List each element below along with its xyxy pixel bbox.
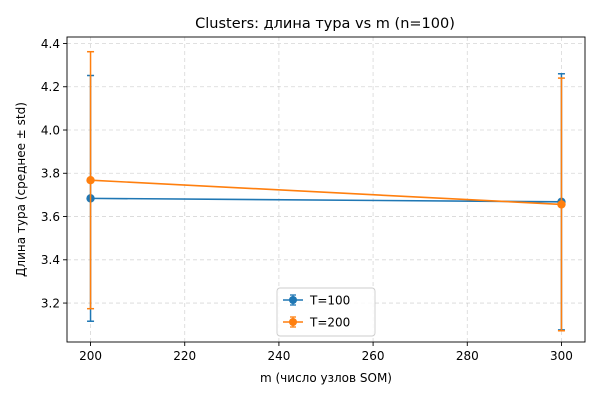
x-tick-label: 260: [362, 349, 385, 363]
x-tick-label: 220: [173, 349, 196, 363]
x-tick-label: 200: [79, 349, 102, 363]
legend-label: T=200: [309, 315, 350, 329]
y-axis-ticks: 3.2 3.4 3.6 3.8 4.0 4.2 4.4: [41, 37, 67, 310]
legend-item-T=100: T=100: [283, 293, 350, 307]
x-axis-ticks: 200 220 240 260 280 300: [79, 342, 573, 363]
y-tick-label: 3.4: [41, 253, 60, 267]
legend-label: T=100: [309, 293, 350, 307]
legend-item-T=200: T=200: [283, 315, 350, 329]
x-tick-label: 300: [550, 349, 573, 363]
legend-marker: [289, 296, 297, 304]
chart-title: Clusters: длина тура vs m (n=100): [195, 16, 455, 32]
plot-frame: [66, 36, 586, 343]
legend: T=100 T=200: [276, 287, 376, 337]
legend-marker: [289, 318, 297, 326]
series-T=200: [86, 50, 566, 332]
x-tick-label: 240: [267, 349, 290, 363]
x-tick-label: 280: [456, 349, 479, 363]
y-tick-label: 4.2: [41, 80, 60, 94]
data-point: [557, 200, 566, 209]
x-axis-label: m (число узлов SOM): [260, 371, 392, 385]
y-tick-label: 3.8: [41, 167, 60, 181]
data-point: [86, 175, 95, 185]
y-axis-label: Длина тура (среднее ± std): [14, 102, 28, 277]
series-line: [90, 197, 562, 203]
y-tick-label: 3.6: [41, 210, 60, 224]
y-tick-label: 4.0: [41, 123, 60, 137]
series-line: [90, 179, 562, 206]
y-tick-label: 4.4: [41, 37, 60, 51]
y-tick-label: 3.2: [41, 296, 60, 310]
series-layer: [86, 50, 566, 332]
